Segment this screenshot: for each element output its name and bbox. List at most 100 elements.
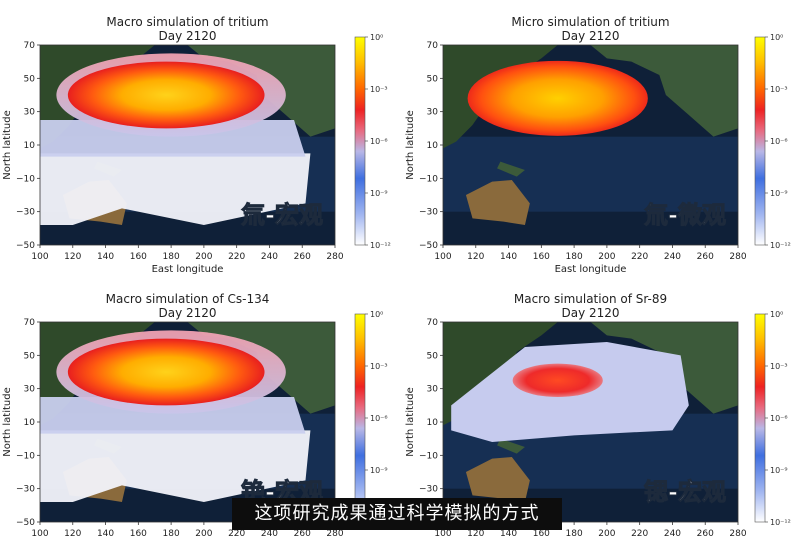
colorbar-tick-label: 10⁻⁹	[770, 189, 788, 198]
x-tick-label: 280	[729, 252, 746, 262]
y-tick-label: −30	[419, 485, 438, 495]
y-tick-label: 50	[24, 74, 36, 84]
x-tick-label: 260	[294, 529, 311, 538]
y-tick-label: 30	[427, 385, 439, 395]
southern-dispersion-region	[40, 153, 311, 225]
colorbar-tick-label: 10⁰	[370, 33, 383, 42]
y-tick-label: 30	[24, 108, 36, 118]
y-tick-label: 70	[427, 41, 439, 51]
y-tick-label: −30	[16, 208, 35, 218]
y-tick-label: 70	[427, 318, 439, 328]
colorbar	[754, 36, 766, 246]
x-tick-label: 260	[697, 252, 714, 262]
colorbar-tick-label: 10⁻⁶	[370, 414, 388, 423]
chart-subtitle: Day 2120	[561, 306, 619, 320]
southern-dispersion-region	[40, 430, 311, 502]
colorbar-tick-label: 10⁻³	[770, 85, 788, 94]
north-america-landmass	[590, 322, 738, 414]
x-tick-label: 240	[261, 529, 278, 538]
y-tick-label: −50	[419, 241, 438, 251]
y-tick-label: 10	[24, 141, 36, 151]
colorbar-tick-label: 10⁻⁹	[770, 466, 788, 475]
x-tick-label: 160	[130, 529, 147, 538]
y-axis-label: North latitude	[2, 387, 13, 457]
x-axis-label: East longitude	[152, 264, 224, 275]
north-america-landmass	[590, 45, 738, 137]
colorbar	[354, 313, 366, 523]
x-tick-label: 140	[97, 252, 114, 262]
x-tick-label: 280	[326, 252, 343, 262]
y-tick-label: 70	[24, 318, 36, 328]
y-tick-label: 10	[427, 418, 439, 428]
video-subtitle: 这项研究成果通过科学模拟的方式	[254, 503, 540, 524]
colorbar-tick-label: 10⁰	[770, 33, 783, 42]
colorbar-tick-label: 10⁻⁶	[770, 414, 788, 423]
x-tick-label: 220	[631, 252, 648, 262]
x-tick-label: 120	[467, 252, 484, 262]
x-tick-label: 220	[631, 529, 648, 538]
colorbar-tick-label: 10⁻¹²	[370, 241, 391, 250]
map-area	[40, 322, 335, 522]
colorbar-tick-label: 10⁻¹²	[770, 518, 791, 527]
chart-title: Micro simulation of tritium	[511, 15, 669, 29]
x-tick-label: 140	[500, 529, 517, 538]
x-tick-label: 260	[294, 252, 311, 262]
x-tick-label: 240	[261, 252, 278, 262]
plume-core	[67, 61, 265, 129]
x-tick-label: 100	[434, 252, 451, 262]
x-tick-label: 280	[729, 529, 746, 538]
colorbar-tick-label: 10⁻¹²	[770, 241, 791, 250]
x-tick-label: 140	[97, 529, 114, 538]
map-area	[40, 45, 335, 245]
x-tick-label: 180	[566, 252, 583, 262]
nuclide-overlay-label: 氚-微观	[644, 200, 726, 229]
colorbar-tick-label: 10⁰	[770, 310, 783, 319]
x-tick-label: 240	[664, 252, 681, 262]
x-tick-label: 240	[664, 529, 681, 538]
y-axis-label: North latitude	[2, 110, 13, 180]
x-tick-label: 220	[228, 529, 245, 538]
chart-title: Macro simulation of Sr-89	[514, 292, 667, 306]
australia-landmass	[465, 180, 530, 225]
colorbar-tick-label: 10⁻⁶	[770, 137, 788, 146]
subtitle-background	[232, 498, 562, 530]
y-tick-label: −30	[16, 485, 35, 495]
y-tick-label: −50	[16, 518, 35, 528]
x-tick-label: 140	[500, 252, 517, 262]
x-tick-label: 120	[64, 529, 81, 538]
y-tick-label: −10	[16, 451, 35, 461]
chart-subtitle: Day 2120	[158, 306, 216, 320]
x-tick-label: 200	[195, 252, 212, 262]
y-tick-label: −30	[419, 208, 438, 218]
plume-core	[512, 363, 603, 398]
y-tick-label: −50	[16, 241, 35, 251]
new-guinea-landmass	[497, 161, 525, 177]
x-tick-label: 180	[163, 252, 180, 262]
colorbar-tick-label: 10⁻³	[370, 85, 388, 94]
colorbar-tick-label: 10⁻⁶	[370, 137, 388, 146]
x-tick-label: 280	[326, 529, 343, 538]
australia-landmass	[465, 457, 530, 502]
new-guinea-landmass	[497, 438, 525, 454]
y-axis-label: North latitude	[405, 387, 416, 457]
north-america-landmass	[187, 322, 335, 414]
y-tick-label: 10	[427, 141, 439, 151]
x-tick-label: 180	[566, 529, 583, 538]
x-tick-label: 100	[31, 252, 48, 262]
plume-core	[67, 338, 265, 406]
chart-subtitle: Day 2120	[158, 29, 216, 43]
nuclide-overlay-label: 锶-宏观	[644, 477, 726, 506]
y-tick-label: −10	[419, 174, 438, 184]
colorbar-tick-label: 10⁻⁹	[370, 466, 388, 475]
y-axis-label: North latitude	[405, 110, 416, 180]
y-tick-label: 70	[24, 41, 36, 51]
y-tick-label: −10	[419, 451, 438, 461]
chart-subtitle: Day 2120	[561, 29, 619, 43]
x-tick-label: 200	[598, 529, 615, 538]
x-tick-label: 120	[467, 529, 484, 538]
colorbar	[754, 313, 766, 523]
